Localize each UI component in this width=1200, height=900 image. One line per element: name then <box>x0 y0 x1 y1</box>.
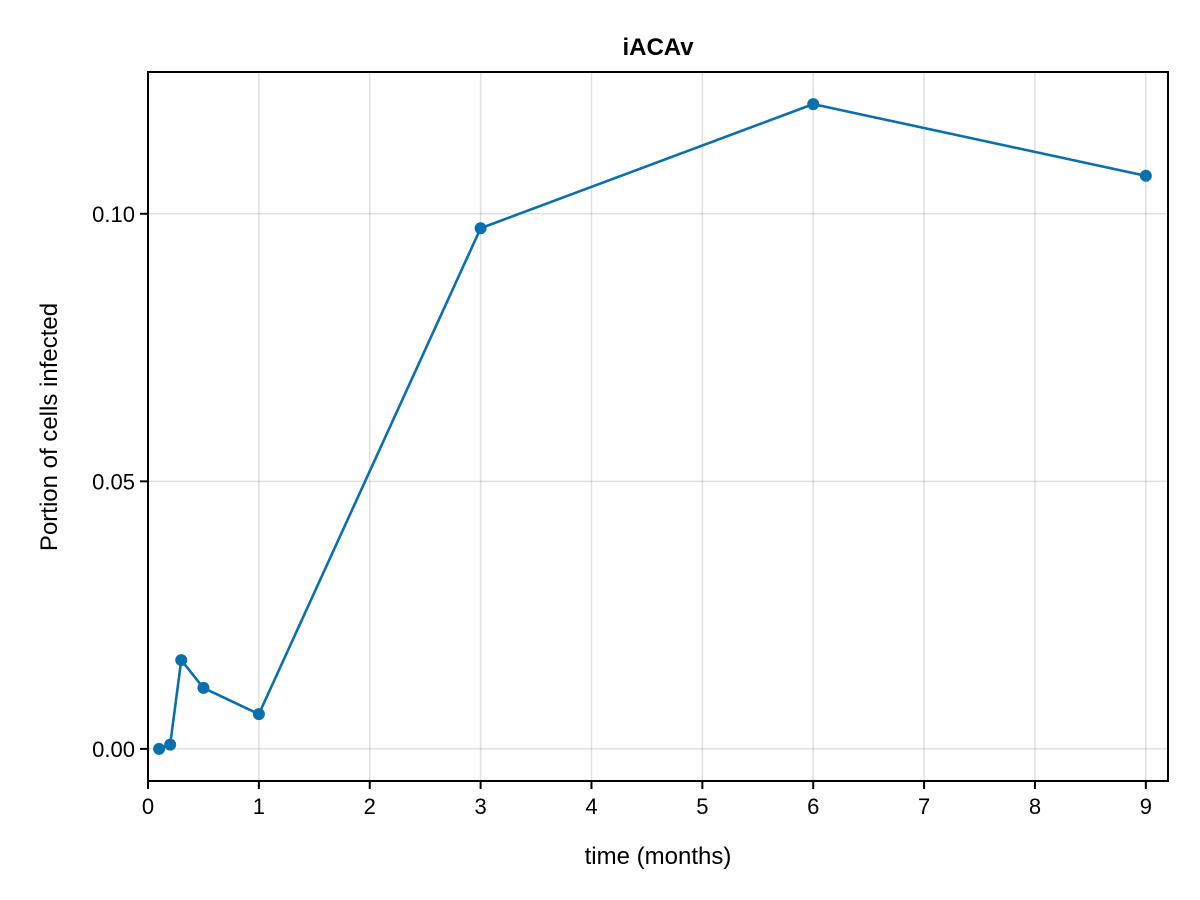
grid-lines <box>147 72 1168 781</box>
x-tick-label: 5 <box>696 794 708 819</box>
chart-title: iACAv <box>622 34 694 61</box>
x-tick-label: 1 <box>253 794 265 819</box>
x-tick-label: 6 <box>807 794 819 819</box>
data-point <box>175 654 188 667</box>
data-point <box>153 742 166 755</box>
y-axis-label: Portion of cells infected <box>36 303 63 551</box>
axis-ticks: 0 1 2 3 4 5 6 7 8 9 0.00 0.05 0.10 <box>92 202 1152 819</box>
data-point <box>1139 169 1152 182</box>
series-line <box>158 102 1147 751</box>
data-point <box>164 738 177 751</box>
y-tick-label: 0.00 <box>92 737 135 762</box>
x-tick-label: 7 <box>918 794 930 819</box>
data-point <box>807 98 820 111</box>
x-tick-label: 3 <box>474 794 486 819</box>
x-axis-label: time (months) <box>585 843 732 870</box>
series-layer <box>153 98 1152 755</box>
data-point <box>197 681 210 694</box>
x-tick-label: 8 <box>1029 794 1041 819</box>
x-tick-label: 9 <box>1140 794 1152 819</box>
plot-frame <box>147 71 1169 782</box>
x-tick-label: 4 <box>585 794 597 819</box>
data-point <box>474 222 487 235</box>
data-point <box>252 708 265 721</box>
x-tick-label: 2 <box>364 794 376 819</box>
y-tick-label: 0.10 <box>92 202 135 227</box>
x-tick-label: 0 <box>142 794 154 819</box>
y-tick-label: 0.05 <box>92 469 135 494</box>
